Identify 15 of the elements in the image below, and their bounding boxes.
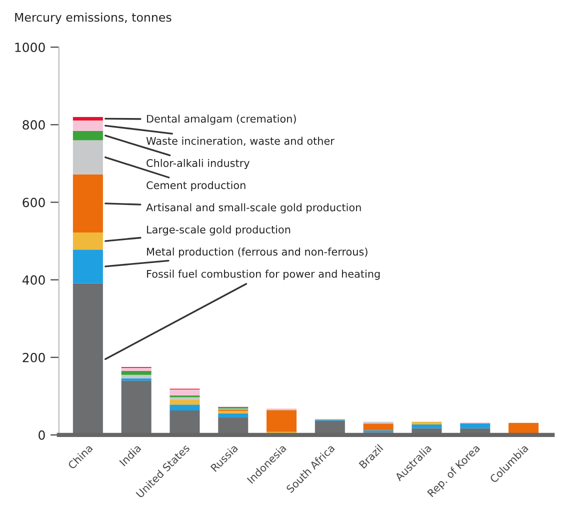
y-tick-label: 600 (22, 198, 45, 208)
y-tick-label: 1000 (15, 42, 45, 52)
text: Artisanal and small-scale gold production (146, 203, 361, 214)
y-tick-label: 200 (22, 352, 45, 362)
text: Fossil fuel combustion for power and heating (147, 270, 380, 280)
text: Chlor-alkali industry (146, 158, 250, 170)
y-tick-label: 800 (22, 120, 45, 130)
text: Cement production (146, 181, 246, 192)
text: Waste incineration, waste and other (146, 136, 334, 146)
y-axis-title: Mercury emissions, tonnes (15, 12, 172, 24)
y-tick-label: 400 (22, 275, 45, 285)
text: Dental amalgam (cremation) (147, 114, 296, 125)
text: Metal production (ferrous and non-ferrous) (147, 248, 368, 258)
text: Large-scale gold production (147, 225, 290, 236)
y-tick-label: 0 (38, 430, 45, 440)
